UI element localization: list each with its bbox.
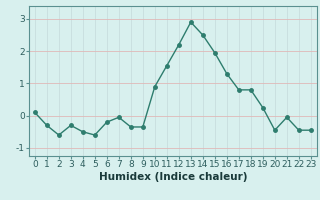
X-axis label: Humidex (Indice chaleur): Humidex (Indice chaleur) <box>99 172 247 182</box>
